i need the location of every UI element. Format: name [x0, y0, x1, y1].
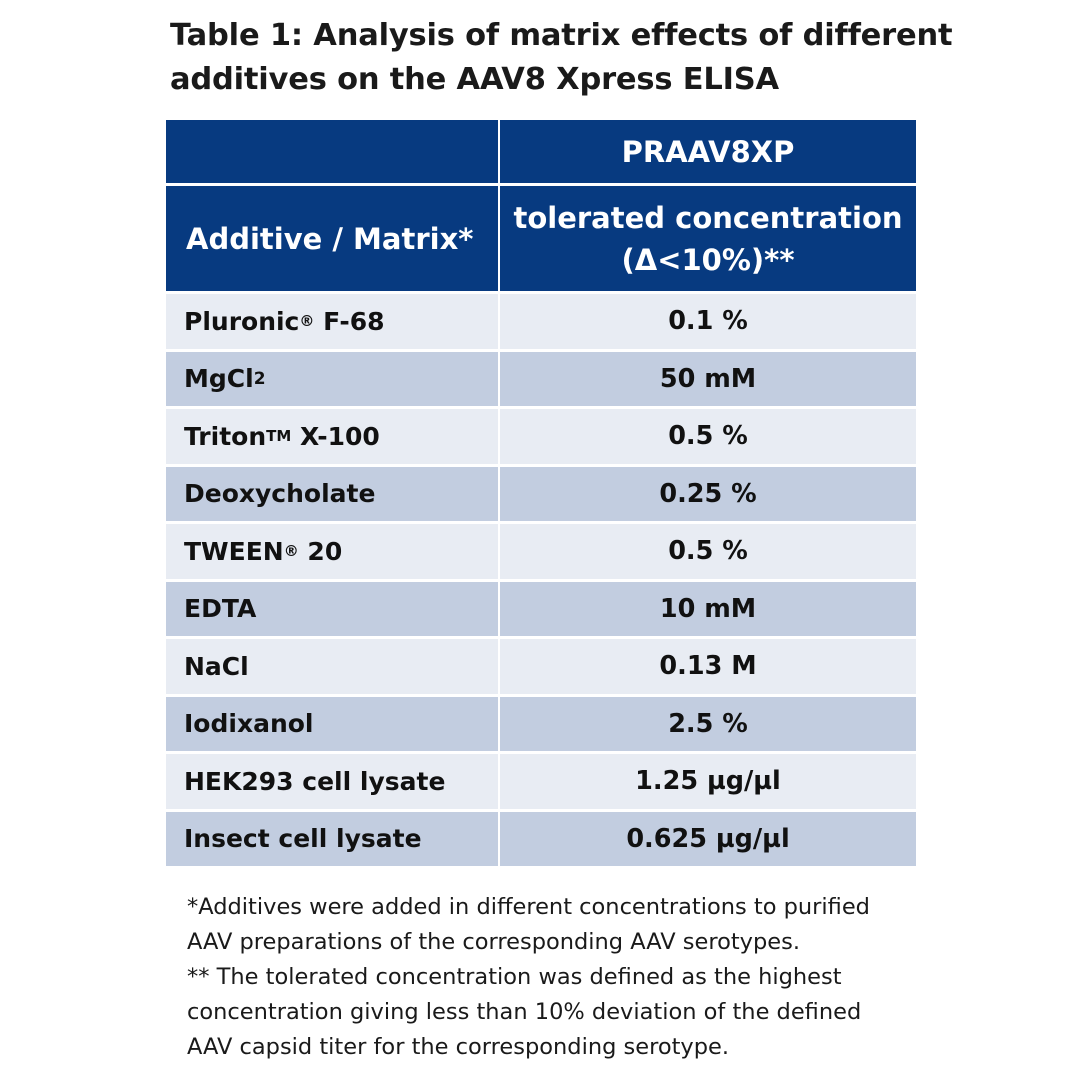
- footnote-line-3: ** The tolerated concentration was defin…: [187, 964, 842, 990]
- table-row-additive: Triton TM X-100: [166, 409, 498, 467]
- footnote-line-5: AAV capsid titer for the corresponding s…: [187, 1034, 730, 1060]
- additive-suffix: X-100: [291, 421, 380, 451]
- footnote-line-4: concentration giving less than 10% devia…: [187, 999, 862, 1025]
- additive-name: Pluronic: [184, 306, 300, 336]
- table-row-value: 0.25 %: [500, 466, 916, 524]
- table-row-additive: Deoxycholate: [166, 466, 498, 524]
- table-row-additive: Pluronic ® F-68: [166, 294, 498, 352]
- header-tolerated-concentration: tolerated concentration (Δ<10%)**: [500, 186, 916, 294]
- additive-name: NaCl: [184, 651, 249, 681]
- header-tolerated-line-1: tolerated concentration: [513, 200, 903, 235]
- additive-name: Insect cell lysate: [184, 824, 422, 854]
- table-row-additive: TWEEN ® 20: [166, 524, 498, 582]
- title-line-2: additives on the AAV8 Xpress ELISA: [170, 62, 779, 97]
- table-row-value: 0.13 M: [500, 639, 916, 697]
- header-additive-matrix: Additive / Matrix*: [166, 186, 498, 294]
- additive-name: Iodixanol: [184, 709, 314, 739]
- table-row-additive: NaCl: [166, 639, 498, 697]
- table-row-additive: Insect cell lysate: [166, 811, 498, 869]
- header-tolerated-line-2: (Δ<10%)**: [621, 242, 795, 277]
- table-row-value: 0.625 µg/µl: [500, 811, 916, 869]
- table-row-additive: MgCl 2: [166, 351, 498, 409]
- table-row-additive: Iodixanol: [166, 696, 498, 754]
- table-row-value: 0.5 %: [500, 409, 916, 467]
- additive-suffix: 20: [298, 536, 343, 566]
- footnote-line-1: *Additives were added in different conce…: [187, 894, 870, 920]
- table-row-value: 0.5 %: [500, 524, 916, 582]
- table-row-additive: HEK293 cell lysate: [166, 754, 498, 812]
- footnote-line-2: AAV preparations of the corresponding AA…: [187, 929, 800, 955]
- table-row-value: 0.1 %: [500, 294, 916, 352]
- footnotes: *Additives were added in different conce…: [187, 890, 1047, 1065]
- additive-suffix: F-68: [314, 306, 385, 336]
- additive-name: MgCl: [184, 364, 254, 394]
- table-row-value: 10 mM: [500, 581, 916, 639]
- table-row-value: 2.5 %: [500, 696, 916, 754]
- table-title: Table 1: Analysis of matrix effects of d…: [170, 14, 1030, 102]
- matrix-effects-table: PRAAV8XP Additive / Matrix* tolerated co…: [166, 120, 916, 869]
- additive-name: TWEEN: [184, 536, 284, 566]
- additive-name: EDTA: [184, 594, 257, 624]
- header-blank-cell: [166, 120, 498, 186]
- table-row-additive: EDTA: [166, 581, 498, 639]
- additive-name: Triton: [184, 421, 267, 451]
- additive-name: HEK293 cell lysate: [184, 766, 446, 796]
- header-product-cell: PRAAV8XP: [500, 120, 916, 186]
- table-row-value: 50 mM: [500, 351, 916, 409]
- additive-name: Deoxycholate: [184, 479, 376, 509]
- table-row-value: 1.25 µg/µl: [500, 754, 916, 812]
- title-line-1: Table 1: Analysis of matrix effects of d…: [170, 18, 953, 53]
